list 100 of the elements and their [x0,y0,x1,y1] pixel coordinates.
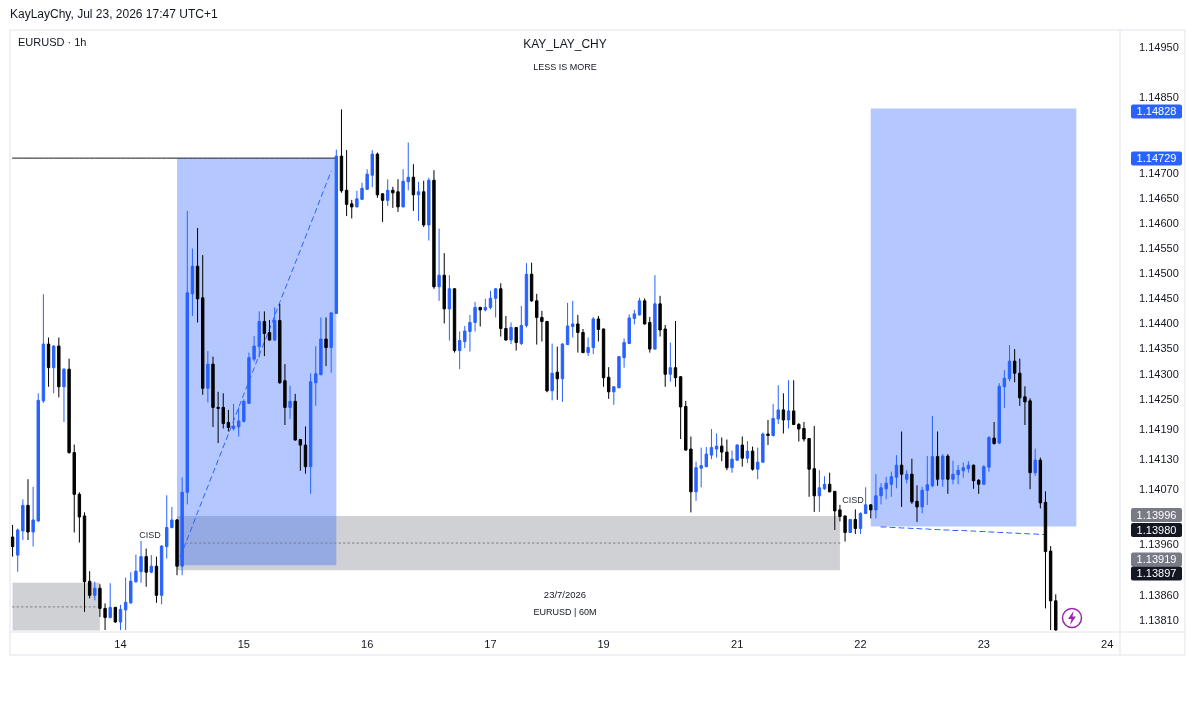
x-tick-label: 17 [484,638,497,651]
candlestick [339,108,344,194]
candlestick [1033,448,1037,477]
candlestick [427,177,431,242]
text: KAY_LAY_CHY [523,37,607,51]
y-tick-label: 1.13810 [1139,613,1179,626]
candlestick [668,342,673,383]
y-tick-label: 1.14450 [1139,292,1179,305]
y-tick-label: 1.14700 [1139,166,1179,179]
candlestick [87,570,92,599]
candlestick [935,431,940,487]
y-tick-label: 1.13860 [1139,588,1179,601]
candlestick [57,337,61,398]
candlestick [781,392,786,435]
candlestick [411,163,416,212]
candlestick [437,227,441,302]
candlestick [745,440,750,464]
candlestick [632,309,637,325]
candlestick [1054,593,1058,631]
candlestick [766,419,770,446]
candlestick [324,316,328,367]
candlestick [606,366,611,400]
candlestick [509,321,513,345]
candlestick [905,469,909,484]
candlestick [190,248,195,317]
candlestick [930,415,935,488]
candlestick [992,421,996,446]
annotation: CISD [139,530,162,541]
x-tick-label: 24 [1101,638,1114,651]
candlestick [853,508,858,535]
candlestick [195,227,200,323]
candlestick [288,385,292,420]
candlestick [267,319,272,342]
y-tick-label: 1.14300 [1139,367,1179,380]
text: 1.13897 [1136,567,1177,580]
candlestick [976,478,981,495]
candlestick [123,577,128,631]
candlestick [653,274,657,351]
candlestick [1038,457,1043,509]
line-series [880,526,1046,536]
candlestick [144,548,148,588]
x-tick-label: 15 [237,638,250,651]
candlestick [673,320,678,388]
y-tick-label: 1.14650 [1139,191,1179,204]
candlestick [226,409,231,432]
candlestick [344,149,349,217]
candlestick [201,254,205,396]
candlestick [519,305,524,346]
text: LESS IS MORE [533,62,597,72]
candlestick [740,436,744,468]
candlestick [514,326,518,352]
text: 1.13996 [1136,508,1177,521]
candlestick [93,581,97,601]
y-tick-label: 1.14070 [1139,483,1179,496]
candlestick [350,199,354,219]
annotation: CISD [842,495,865,506]
candlestick [966,460,971,474]
candlestick [206,350,210,403]
y-tick-label: 1.14500 [1139,267,1179,280]
candlestick [1002,369,1007,409]
candlestick [447,274,452,342]
candlestick [894,454,899,489]
candlestick [262,310,267,357]
candlestick [478,306,482,327]
candlestick [149,554,154,574]
annotation: 23/7/2026 [543,589,587,601]
candlestick [77,491,82,544]
x-tick-label: 19 [597,638,610,651]
candlestick [1043,490,1048,609]
candlestick [786,379,791,429]
candlestick [550,343,554,401]
candlestick [678,375,683,440]
candlestick [822,475,827,491]
candlestick [421,180,426,228]
candlestick [272,306,277,342]
y-tick-label: 1.13960 [1139,538,1179,551]
text: KayLayChy, Jul 23, 2026 17:47 UTC+1 [10,7,218,22]
candlestick [10,524,15,558]
text: 1.13919 [1136,553,1177,566]
candlestick [113,606,118,624]
x-tick-label: 16 [361,638,374,651]
text: 1.14729 [1136,152,1177,165]
candlestick [380,192,385,223]
y-tick-label: 1.14400 [1139,317,1179,330]
candlestick [416,181,421,222]
candlestick [493,287,498,318]
text: 1.14828 [1136,105,1177,118]
y-tick-label: 1.14950 [1139,40,1179,53]
x-tick-label: 23 [977,638,990,651]
candlestick [303,425,308,475]
candlestick [118,604,123,631]
y-tick-label: 1.14250 [1139,392,1179,405]
y-tick-label: 1.14850 [1139,91,1179,104]
candlestick [596,315,601,343]
candlestick [175,518,179,576]
candlestick [51,344,56,394]
candlestick [714,433,719,459]
candlestick [46,337,51,388]
candlestick [899,431,904,508]
candlestick [565,302,570,346]
